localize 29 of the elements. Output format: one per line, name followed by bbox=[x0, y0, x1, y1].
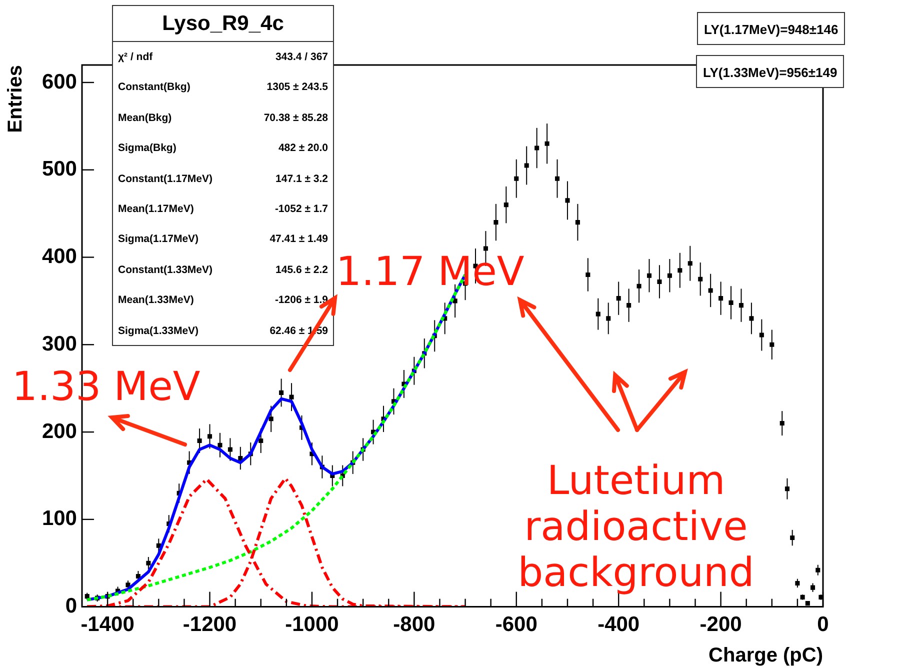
text: LY(1.17MeV)=948±146 bbox=[697, 12, 846, 45]
y-tick-label: 600 bbox=[42, 70, 77, 94]
x-tick-label: 0 bbox=[817, 613, 829, 636]
x-tick-label: -400 bbox=[598, 613, 640, 636]
y-tick-label: 100 bbox=[42, 507, 77, 530]
chart-title: Lyso_R9_4c bbox=[113, 6, 333, 42]
x-tick-label: -200 bbox=[700, 613, 742, 636]
text: Mean(Bkg) 70.38 ± 85.28 bbox=[118, 112, 328, 124]
x-tick-label: -800 bbox=[393, 613, 436, 636]
text: Mean(1.17MeV) -1052 ± 1.7 bbox=[118, 202, 328, 215]
annotation: Lutetium radioactive background bbox=[516, 458, 756, 596]
x-axis-title: Charge (pC) bbox=[708, 644, 823, 667]
text: Constant(1.17MeV) 147.1 ± 3.2 bbox=[118, 172, 328, 185]
text: Sigma(1.17MeV) 47.41 ± 1.49 bbox=[118, 233, 328, 246]
x-tick-label: -1400 bbox=[80, 613, 134, 636]
annotation: LY(1.33MeV)=956±149 bbox=[696, 55, 844, 88]
y-tick-label: 0 bbox=[65, 594, 77, 618]
text: Sigma(Bkg) 482 ± 20.0 bbox=[118, 142, 328, 154]
text: Constant(1.33MeV) 145.6 ± 2.2 bbox=[118, 264, 328, 276]
x-tick-label: -600 bbox=[495, 613, 538, 636]
x-tick-label: -1000 bbox=[285, 613, 339, 636]
y-tick-label: 300 bbox=[42, 332, 77, 356]
y-tick-label: 200 bbox=[42, 420, 77, 443]
y-axis-title: Entries bbox=[4, 65, 27, 133]
text: χ² / ndf 343.4 / 367 bbox=[118, 51, 328, 63]
x-tick-label: -1200 bbox=[182, 613, 237, 636]
y-tick-label: 400 bbox=[42, 245, 77, 268]
text: Constant(Bkg) 1305 ± 243.5 bbox=[118, 81, 328, 94]
y-tick-label: 500 bbox=[42, 158, 77, 181]
